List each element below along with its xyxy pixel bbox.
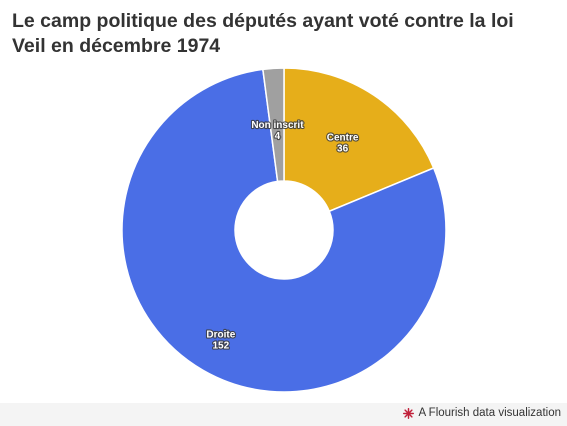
footer-bar: A Flourish data visualization — [0, 403, 567, 426]
chart-title: Le camp politique des députés ayant voté… — [12, 10, 514, 57]
flourish-burst-icon — [403, 407, 415, 419]
slice-label-centre: Centre — [327, 132, 359, 143]
slice-centre[interactable] — [283, 67, 435, 213]
slice-non-inscrit[interactable] — [262, 67, 285, 183]
flourish-credit-link[interactable]: A Flourish data visualization — [403, 407, 561, 419]
slice-label-non-inscrit: Non inscrit — [251, 120, 304, 131]
slice-value-non-inscrit: 4 — [275, 131, 281, 142]
credit-text: A Flourish data visualization — [418, 407, 561, 419]
slices-group — [121, 67, 447, 393]
slice-droite[interactable] — [121, 68, 447, 393]
slice-value-centre: 36 — [337, 143, 349, 154]
slice-label-droite: Droite — [206, 329, 235, 340]
slice-value-droite: 152 — [212, 340, 229, 351]
